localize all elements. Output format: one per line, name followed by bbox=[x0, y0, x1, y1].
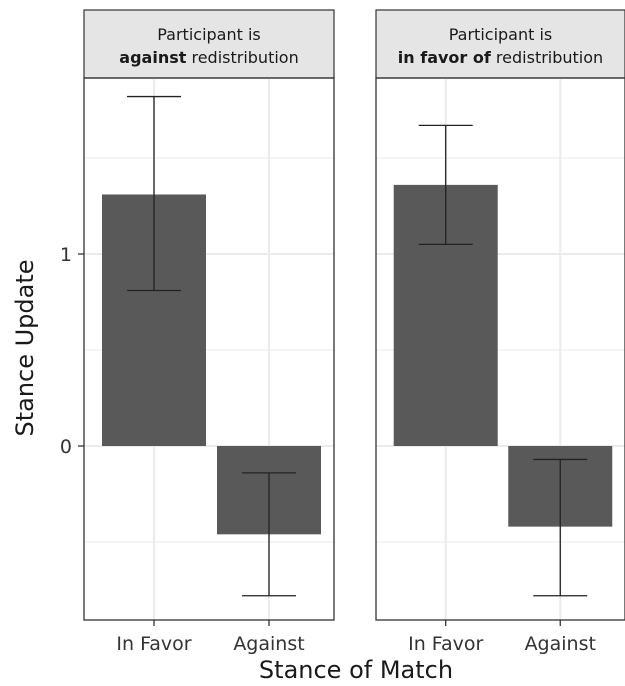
facet-strip-line2: in favor of redistribution bbox=[398, 48, 603, 67]
facet-strip-line2: against redistribution bbox=[119, 48, 298, 67]
x-axis-title: Stance of Match bbox=[259, 656, 453, 684]
y-tick-label: 0 bbox=[60, 436, 72, 458]
facet-strip-2 bbox=[375, 9, 625, 79]
panel-border bbox=[83, 77, 335, 621]
error-bar bbox=[418, 124, 473, 246]
facet-strip-line1: Participant is bbox=[157, 25, 261, 44]
facet-strip-bold-text: in favor of bbox=[398, 48, 492, 67]
facet-strip-bold-text: against bbox=[119, 48, 186, 67]
y-tick-label: 1 bbox=[60, 244, 72, 266]
error-bar bbox=[533, 458, 588, 597]
x-tick-label: Against bbox=[233, 633, 304, 655]
x-tick-label: Against bbox=[525, 633, 596, 655]
x-tick-label: In Favor bbox=[116, 633, 191, 655]
y-axis-title: Stance Update bbox=[11, 259, 39, 436]
facet-strip-rest-text: redistribution bbox=[491, 48, 603, 67]
facet-panels: Participant is against redistribution In F… bbox=[83, 9, 625, 655]
y-axis: 01 bbox=[60, 244, 84, 458]
facet-panel-1: Participant is against redistribution In F… bbox=[83, 9, 335, 655]
error-bar bbox=[242, 472, 296, 597]
facet-strip-rest-text: redistribution bbox=[186, 48, 298, 67]
facet-strip-line1: Participant is bbox=[449, 25, 553, 44]
facet-panel-2: Participant is in favor of redistribution… bbox=[375, 9, 625, 655]
facet-strip-1 bbox=[83, 9, 335, 79]
error-bar bbox=[127, 95, 181, 292]
x-tick-label: In Favor bbox=[408, 633, 483, 655]
panel-border bbox=[375, 77, 625, 621]
